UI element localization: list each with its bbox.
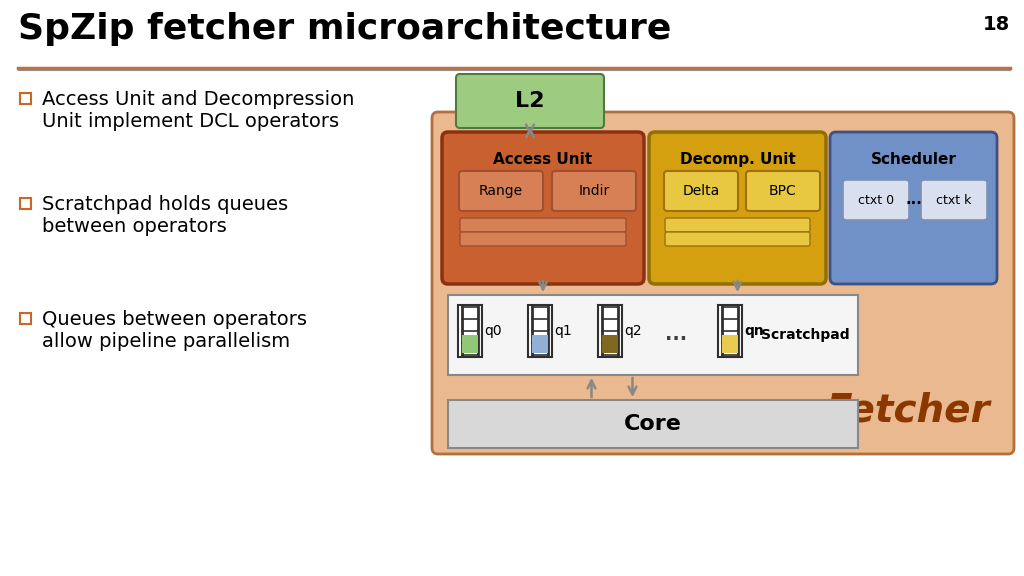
- Text: Unit implement DCL operators: Unit implement DCL operators: [42, 112, 339, 131]
- FancyBboxPatch shape: [456, 74, 604, 128]
- FancyBboxPatch shape: [921, 180, 987, 220]
- Text: ...: ...: [905, 192, 922, 207]
- FancyBboxPatch shape: [449, 295, 858, 375]
- Bar: [532, 335, 548, 353]
- Bar: [722, 335, 738, 353]
- Bar: [528, 305, 552, 357]
- Text: BPC: BPC: [769, 184, 797, 198]
- Text: ctxt k: ctxt k: [936, 194, 972, 207]
- Text: Access Unit and Decompression: Access Unit and Decompression: [42, 90, 354, 109]
- FancyBboxPatch shape: [20, 93, 31, 104]
- Text: Fetcher: Fetcher: [825, 392, 990, 430]
- FancyBboxPatch shape: [460, 218, 626, 232]
- FancyBboxPatch shape: [830, 132, 997, 284]
- FancyBboxPatch shape: [442, 132, 644, 284]
- Bar: [598, 305, 622, 357]
- Text: Queues between operators: Queues between operators: [42, 310, 307, 329]
- Text: qn: qn: [744, 324, 764, 338]
- Text: Scheduler: Scheduler: [870, 152, 956, 167]
- FancyBboxPatch shape: [664, 171, 738, 211]
- Text: Scratchpad holds queues: Scratchpad holds queues: [42, 195, 288, 214]
- Text: q2: q2: [624, 324, 642, 338]
- Text: Scratchpad: Scratchpad: [762, 328, 850, 342]
- Text: ...: ...: [665, 325, 687, 344]
- FancyBboxPatch shape: [665, 218, 810, 232]
- FancyBboxPatch shape: [459, 171, 543, 211]
- FancyBboxPatch shape: [746, 171, 820, 211]
- FancyBboxPatch shape: [432, 112, 1014, 454]
- Text: Range: Range: [479, 184, 523, 198]
- Text: Indir: Indir: [579, 184, 609, 198]
- Bar: [602, 335, 618, 353]
- Bar: [458, 305, 482, 357]
- Text: SpZip fetcher microarchitecture: SpZip fetcher microarchitecture: [18, 12, 672, 46]
- Text: Decomp. Unit: Decomp. Unit: [680, 152, 796, 167]
- FancyBboxPatch shape: [20, 198, 31, 209]
- FancyBboxPatch shape: [449, 400, 858, 448]
- Text: between operators: between operators: [42, 217, 226, 236]
- Text: Delta: Delta: [682, 184, 720, 198]
- Text: 18: 18: [983, 15, 1010, 34]
- Bar: [718, 305, 742, 357]
- Text: Core: Core: [624, 414, 682, 434]
- Text: q1: q1: [554, 324, 571, 338]
- Bar: [462, 335, 478, 353]
- FancyBboxPatch shape: [665, 232, 810, 246]
- FancyBboxPatch shape: [552, 171, 636, 211]
- FancyBboxPatch shape: [460, 232, 626, 246]
- Text: L2: L2: [515, 91, 545, 111]
- FancyBboxPatch shape: [843, 180, 909, 220]
- FancyBboxPatch shape: [20, 313, 31, 324]
- FancyBboxPatch shape: [649, 132, 826, 284]
- Text: Access Unit: Access Unit: [494, 152, 593, 167]
- Text: ctxt 0: ctxt 0: [858, 194, 894, 207]
- Text: q0: q0: [484, 324, 502, 338]
- Text: allow pipeline parallelism: allow pipeline parallelism: [42, 332, 290, 351]
